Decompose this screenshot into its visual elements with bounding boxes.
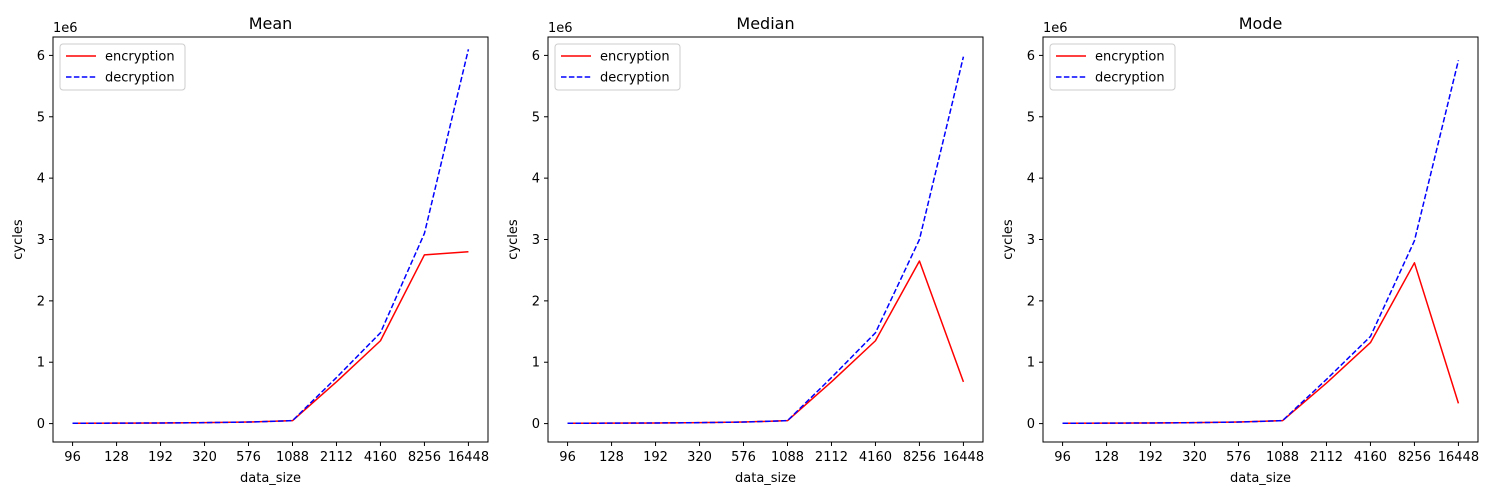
- x-tick-label: 1088: [276, 450, 309, 465]
- y-tick-label: 1: [1027, 356, 1035, 371]
- y-tick-label: 4: [1027, 172, 1035, 187]
- x-tick-label: 320: [687, 450, 712, 465]
- y-tick-label: 0: [532, 417, 540, 432]
- subplot-mode: 96 128 192 320 576 1088 2112 4160 8256 16448 0 1 2 3 4…: [1001, 14, 1479, 486]
- x-tick-label: 8256: [1398, 450, 1431, 465]
- y-tick-label: 0: [1027, 417, 1035, 432]
- legend-label-decryption: decryption: [600, 71, 670, 86]
- y-axis-label: cycles: [506, 219, 521, 260]
- x-tick-label: 16448: [448, 450, 489, 465]
- legend-label-encryption: encryption: [105, 50, 175, 65]
- y-offset-text: 1e6: [548, 21, 573, 36]
- x-tick-label: 320: [192, 450, 217, 465]
- y-tick-label: 3: [1027, 233, 1035, 248]
- x-tick-label: 4160: [859, 450, 892, 465]
- y-tick-label: 5: [37, 110, 45, 125]
- legend-label-encryption: encryption: [1095, 50, 1165, 65]
- y-tick-label: 3: [532, 233, 540, 248]
- y-tick-label: 1: [37, 356, 45, 371]
- x-tick-label: 96: [1054, 450, 1071, 465]
- subplot-title: Median: [736, 14, 794, 33]
- x-tick-label: 4160: [364, 450, 397, 465]
- subplot-title: Mode: [1239, 14, 1283, 33]
- y-offset-text: 1e6: [1043, 21, 1068, 36]
- series-line-decryption: [72, 49, 470, 425]
- y-tick-label: 1: [532, 356, 540, 371]
- x-tick-label: 16448: [943, 450, 984, 465]
- x-tick-label: 576: [731, 450, 756, 465]
- y-tick-label: 6: [37, 49, 45, 64]
- x-tick-label: 2112: [1310, 450, 1343, 465]
- x-axis-label: data_size: [1230, 471, 1291, 486]
- legend-label-encryption: encryption: [600, 50, 670, 65]
- y-axis-label: cycles: [1001, 219, 1016, 260]
- y-tick-label: 6: [532, 49, 540, 64]
- subplot-median: 96 128 192 320 576 1088 2112 4160 8256 16448 0 1 2 3 4…: [506, 14, 984, 486]
- y-tick-label: 2: [1027, 294, 1035, 309]
- x-tick-label: 4160: [1354, 450, 1387, 465]
- y-tick-label: 3: [37, 233, 45, 248]
- subplot-mean: 96 128 192 320 576 1088 2112 4160 8256 16448 0 1 2 3 4…: [11, 14, 489, 486]
- x-tick-label: 192: [148, 450, 173, 465]
- x-axis-label: data_size: [240, 471, 301, 486]
- x-tick-label: 2112: [320, 450, 353, 465]
- y-tick-label: 6: [1027, 49, 1035, 64]
- x-tick-label: 1088: [1266, 450, 1299, 465]
- y-tick-label: 5: [532, 110, 540, 125]
- y-tick-label: 2: [37, 294, 45, 309]
- x-tick-label: 96: [64, 450, 81, 465]
- y-offset-text: 1e6: [53, 21, 78, 36]
- x-tick-label: 8256: [903, 450, 936, 465]
- y-axis-label: cycles: [11, 219, 26, 260]
- y-tick-label: 2: [532, 294, 540, 309]
- y-tick-label: 0: [37, 417, 45, 432]
- subplot-title: Mean: [249, 14, 293, 33]
- x-axis-label: data_size: [735, 471, 796, 486]
- y-tick-label: 4: [37, 172, 45, 187]
- x-tick-label: 96: [559, 450, 576, 465]
- legend-label-decryption: decryption: [1095, 71, 1165, 86]
- x-tick-label: 192: [643, 450, 668, 465]
- x-tick-label: 576: [1226, 450, 1251, 465]
- x-tick-label: 128: [104, 450, 129, 465]
- y-tick-label: 4: [532, 172, 540, 187]
- x-tick-label: 576: [236, 450, 261, 465]
- legend-label-decryption: decryption: [105, 71, 175, 86]
- x-tick-label: 8256: [408, 450, 441, 465]
- x-tick-label: 16448: [1438, 450, 1479, 465]
- x-tick-label: 128: [599, 450, 624, 465]
- series-line-decryption: [567, 56, 965, 425]
- y-tick-label: 5: [1027, 110, 1035, 125]
- x-tick-label: 2112: [815, 450, 848, 465]
- series-line-decryption: [1062, 60, 1460, 425]
- x-tick-label: 1088: [771, 450, 804, 465]
- x-tick-label: 128: [1094, 450, 1119, 465]
- x-tick-label: 320: [1182, 450, 1207, 465]
- x-tick-label: 192: [1138, 450, 1163, 465]
